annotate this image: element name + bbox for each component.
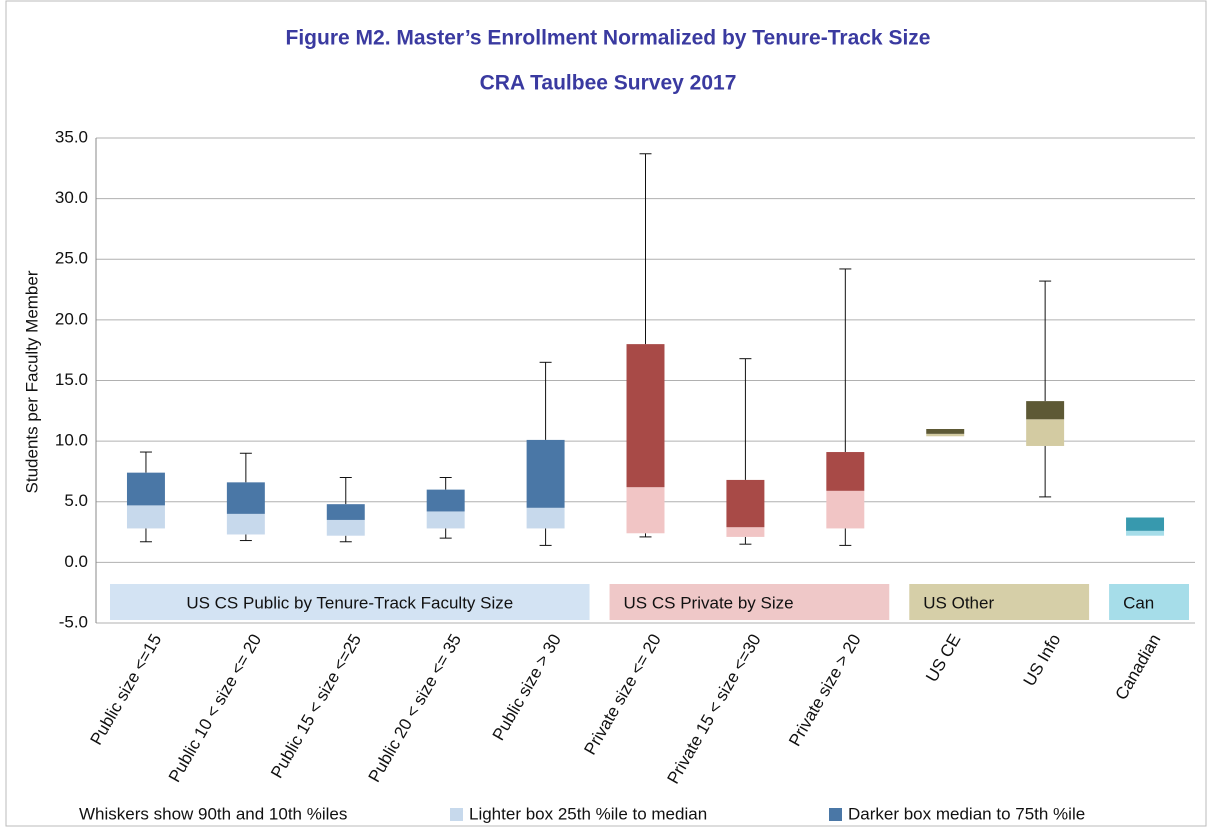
x-tick-label: Private 15 < size <=30 <box>663 631 764 787</box>
box-upper <box>526 439 565 508</box>
box-lower <box>626 487 665 534</box>
x-tick-label: Canadian <box>1112 631 1165 704</box>
group-label: US CS Public by Tenure-Track Faculty Siz… <box>186 593 513 612</box>
box-upper <box>726 479 765 528</box>
box-upper <box>926 429 965 434</box>
legend-text: Darker box median to 75th %ile <box>848 804 1085 823</box>
box-upper <box>626 344 665 488</box>
group-label: US Other <box>923 593 994 612</box>
y-tick-label: 0.0 <box>64 552 88 571</box>
box-lower <box>526 507 565 529</box>
box-lower <box>726 527 765 537</box>
x-tick-label: Public 15 < size <=25 <box>267 631 365 782</box>
y-tick-label: 25.0 <box>55 249 88 268</box>
frame <box>5 0 1207 827</box>
y-tick-label: 5.0 <box>64 491 88 510</box>
box-lower <box>826 490 865 529</box>
group-label: Can <box>1123 593 1154 612</box>
y-tick-label: 20.0 <box>55 309 88 328</box>
y-axis-label: Students per Faculty Member <box>22 270 41 493</box>
x-tick-label: US CE <box>922 631 964 686</box>
y-tick-label: 10.0 <box>55 431 88 450</box>
legend-swatch <box>829 808 842 821</box>
x-tick-label: Private size <= 20 <box>580 631 664 758</box>
chart-title: Figure M2. Master’s Enrollment Normalize… <box>286 27 931 50</box>
x-tick-label: Public size <=15 <box>86 631 165 749</box>
chart-subtitle: CRA Taulbee Survey 2017 <box>480 72 737 95</box>
box-upper <box>1026 401 1065 420</box>
legend-text: Lighter box 25th %ile to median <box>469 804 707 823</box>
x-tick-label: Private size > 20 <box>785 631 865 750</box>
x-tick-label: Public size > 30 <box>489 631 565 744</box>
box-lower <box>326 519 365 536</box>
box-upper <box>1126 517 1165 531</box>
group-label: US CS Private by Size <box>624 593 794 612</box>
legend-swatch <box>450 808 463 821</box>
box-lower <box>426 511 465 529</box>
group-band <box>609 584 890 620</box>
x-tick-label: Public 10 < size <= 20 <box>165 631 265 786</box>
box-lower <box>226 513 265 535</box>
box-upper <box>426 489 465 512</box>
group-band <box>1109 584 1189 620</box>
legend-text: Whiskers show 90th and 10th %iles <box>79 804 347 823</box>
box-upper <box>226 482 265 514</box>
group-band <box>110 584 590 620</box>
x-tick-label: Public 20 < size <= 35 <box>365 631 465 786</box>
box-lower <box>1126 530 1165 536</box>
y-tick-label: 30.0 <box>55 188 88 207</box>
y-tick-label: 15.0 <box>55 370 88 389</box>
group-band <box>909 584 1090 620</box>
box-upper <box>126 472 165 506</box>
box-upper <box>826 452 865 491</box>
y-tick-label: -5.0 <box>59 612 88 631</box>
box-lower <box>926 433 965 437</box>
y-tick-label: 35.0 <box>55 127 88 146</box>
box-upper <box>326 504 365 520</box>
box-lower <box>126 505 165 529</box>
box-lower <box>1026 419 1065 446</box>
x-tick-label: US Info <box>1020 631 1065 690</box>
